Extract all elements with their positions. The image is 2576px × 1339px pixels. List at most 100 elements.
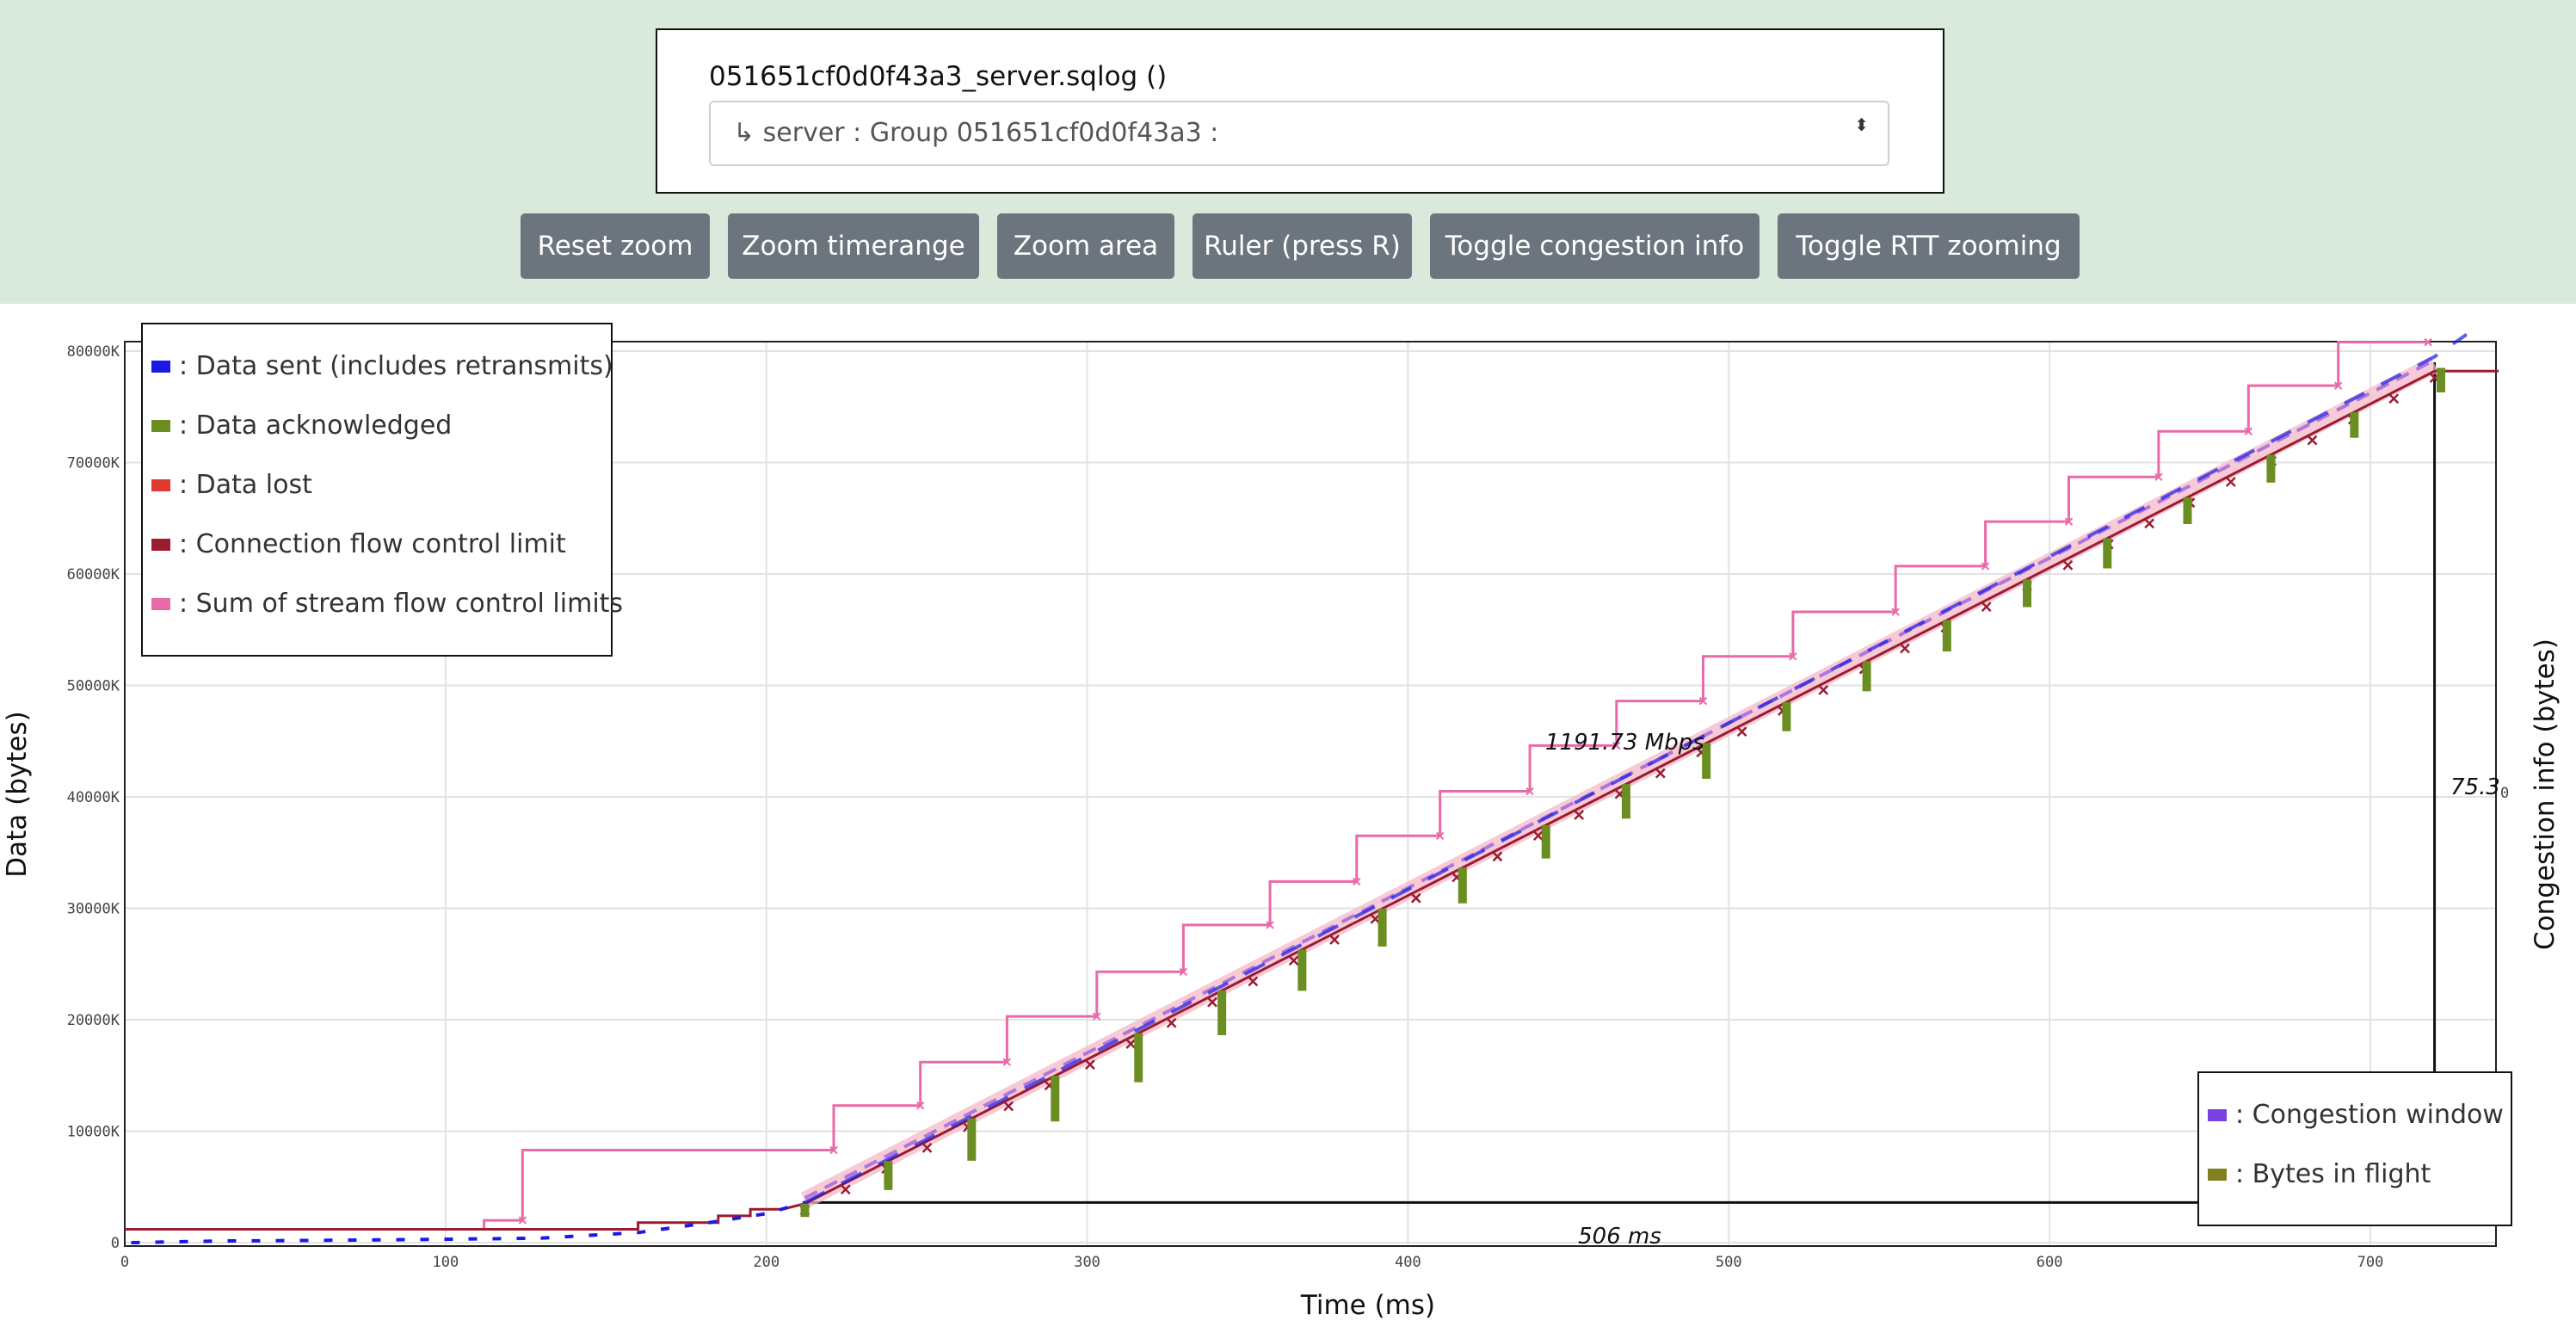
acked-bar xyxy=(1541,824,1550,859)
conn-fc-marker xyxy=(1248,976,1259,987)
legend-label-stream_fc: : Sum of stream flow control limits xyxy=(179,589,624,619)
y2-axis-title: Congestion info (bytes) xyxy=(2530,639,2561,950)
conn-fc-marker xyxy=(2144,518,2154,529)
y-tick-label: 20000K xyxy=(67,1012,120,1029)
legend-item-cwnd: : Congestion window xyxy=(2208,1099,2504,1133)
stream-fc-line xyxy=(125,341,2429,1231)
conn-fc-marker xyxy=(1288,955,1299,966)
stream-fc-marker xyxy=(1179,967,1188,977)
legend-swatch-acked xyxy=(151,419,170,432)
legend-item-lost: : Data lost xyxy=(151,469,312,503)
legend-swatch-sent xyxy=(151,360,170,373)
ruler-value-annotation: 75.3 xyxy=(2450,774,2500,800)
y-tick-label: 0 xyxy=(111,1235,120,1252)
acked-bar xyxy=(1862,661,1871,692)
conn-fc-marker xyxy=(2307,435,2318,446)
stream-fc-marker xyxy=(1353,877,1361,886)
conn-fc-marker xyxy=(1655,768,1666,779)
legend-label-lost: : Data lost xyxy=(179,470,312,500)
stream-fc-marker xyxy=(2424,337,2432,347)
acked-bar xyxy=(1942,620,1951,652)
acked-bar xyxy=(1702,743,1711,780)
acked-bar xyxy=(2266,454,2276,483)
conn-fc-marker xyxy=(1574,810,1585,820)
file-selector-panel: 051651cf0d0f43a3_server.sqlog () ↳ serve… xyxy=(656,28,1944,194)
conn-fc-marker xyxy=(1532,830,1544,842)
y-tick-label: 70000K xyxy=(67,455,120,472)
stream-fc-marker xyxy=(518,1216,527,1225)
acked-bar xyxy=(2437,367,2446,392)
top-toolbar-area: 051651cf0d0f43a3_server.sqlog () ↳ serve… xyxy=(0,0,2576,304)
duration-annotation: 506 ms xyxy=(1578,1224,1661,1250)
stream-fc-marker xyxy=(1002,1058,1012,1066)
legend-item-bif: : Bytes in flight xyxy=(2208,1158,2431,1193)
acked-bar xyxy=(2350,411,2359,438)
reset-zoom-button[interactable]: Reset zoom xyxy=(521,213,710,279)
y-tick-label: 60000K xyxy=(67,566,120,583)
stream-fc-marker xyxy=(2064,517,2074,526)
acked-bar xyxy=(1134,1033,1143,1083)
chart-series xyxy=(125,332,2499,1244)
x-axis-title: Time (ms) xyxy=(1300,1290,1435,1321)
conn-fc-marker xyxy=(1329,935,1340,945)
data-chart[interactable]: 0 100 200 300 400 500 600 700 0 10000K 20000K 30000… xyxy=(0,304,2576,1339)
toggle-congestion-info-button[interactable]: Toggle congestion info xyxy=(1430,213,1759,279)
conn-fc-marker xyxy=(1085,1059,1095,1071)
acked-bar xyxy=(1297,949,1307,991)
acked-bar xyxy=(2103,538,2112,569)
group-select[interactable]: ↳ server : Group 051651cf0d0f43a3 : ⬍ xyxy=(709,101,1889,166)
ruler-button[interactable]: Ruler (press R) xyxy=(1192,213,1412,279)
legend-swatch-stream_fc xyxy=(151,597,170,610)
data-sent-line xyxy=(804,332,2468,1205)
legend-swatch-cwnd xyxy=(2208,1108,2227,1121)
legend-item-conn_fc: : Connection flow control limit xyxy=(151,528,566,563)
x-tick-label: 400 xyxy=(1395,1254,1421,1271)
stream-fc-band xyxy=(800,356,2439,1208)
y-tick-label: 80000K xyxy=(67,343,120,361)
conn-fc-marker xyxy=(1207,997,1217,1008)
legend-congestion: : Congestion window : Bytes in flight xyxy=(2197,1071,2512,1226)
toggle-rtt-zooming-button[interactable]: Toggle RTT zooming xyxy=(1778,213,2080,279)
select-caret-icon: ⬍ xyxy=(1854,114,1869,135)
zoom-timerange-button[interactable]: Zoom timerange xyxy=(728,213,979,279)
legend-main: : Data sent (includes retransmits) : Data… xyxy=(141,323,623,657)
group-select-value: ↳ server : Group 051651cf0d0f43a3 : xyxy=(733,118,1219,148)
stream-fc-marker xyxy=(1525,787,1534,796)
cwnd-line xyxy=(804,358,2436,1200)
x-tick-label: 300 xyxy=(1074,1254,1100,1271)
zoom-area-button[interactable]: Zoom area xyxy=(997,213,1174,279)
conn-fc-marker xyxy=(1981,602,1992,612)
stream-fc-marker xyxy=(1981,562,1990,571)
acked-bar xyxy=(1051,1076,1060,1122)
data-sent-early-line xyxy=(131,1200,806,1244)
conn-fc-marker xyxy=(1900,643,1910,654)
conn-fc-marker xyxy=(2062,559,2074,571)
y2-tick-label: 0 xyxy=(2500,785,2509,802)
conn-fc-marker xyxy=(921,1143,933,1153)
y-tick-label: 50000K xyxy=(67,678,120,695)
axis-ticks: 0 100 200 300 400 500 600 700 0 10000K 20000K 30000… xyxy=(67,343,2384,1271)
y-tick-label: 30000K xyxy=(67,901,120,918)
chart-grid xyxy=(124,342,2496,1246)
conn-fc-marker xyxy=(2225,477,2236,487)
stream-fc-marker xyxy=(1612,741,1621,750)
stream-fc-marker xyxy=(1266,921,1274,929)
x-tick-label: 100 xyxy=(432,1254,459,1271)
x-tick-label: 700 xyxy=(2357,1254,2384,1271)
stream-fc-marker xyxy=(2154,472,2163,482)
conn-fc-marker xyxy=(1492,851,1503,862)
plot-area-frame xyxy=(124,341,2497,1247)
acked-bar xyxy=(967,1118,977,1161)
conn-fc-marker xyxy=(840,1184,851,1195)
legend-swatch-bif xyxy=(2208,1168,2227,1181)
conn-fc-marker xyxy=(1166,1017,1177,1028)
legend-label-cwnd: : Congestion window xyxy=(2235,1100,2504,1130)
x-tick-label: 600 xyxy=(2037,1254,2063,1271)
conn-fc-marker xyxy=(1818,684,1829,695)
acked-bar xyxy=(1457,867,1467,904)
conn-fc-line xyxy=(125,369,2499,1231)
stream-fc-marker xyxy=(1891,608,1900,616)
y-tick-label: 40000K xyxy=(67,789,120,806)
legend-item-sent: : Data sent (includes retransmits) xyxy=(151,350,613,385)
x-tick-label: 0 xyxy=(120,1254,129,1271)
